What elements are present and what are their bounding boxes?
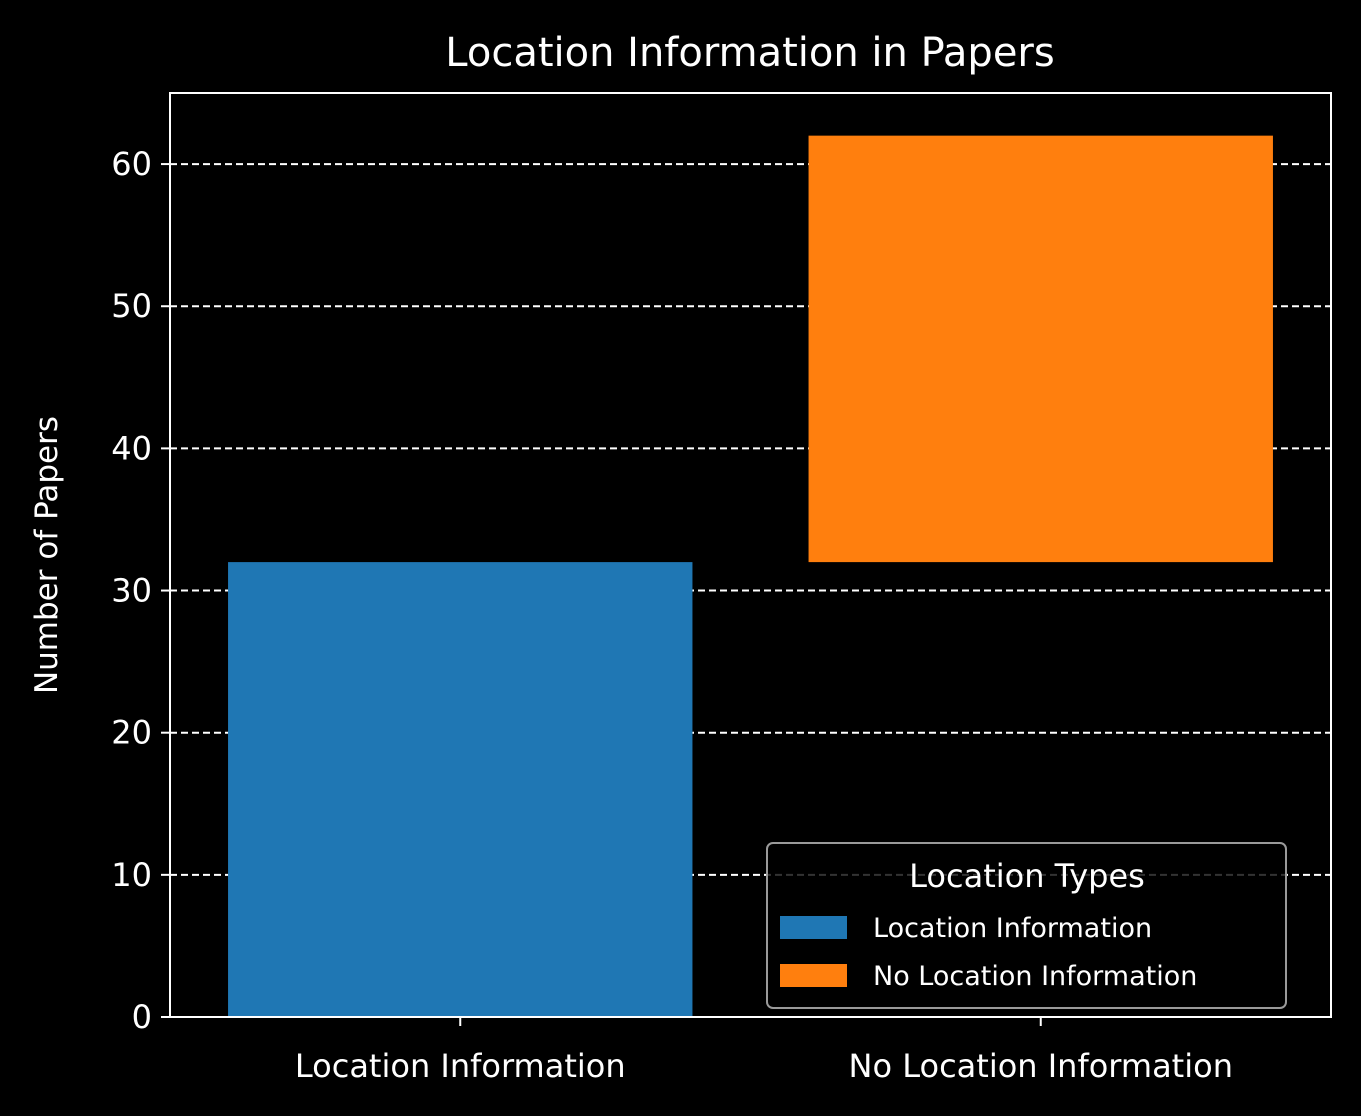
legend-title: Location Types <box>909 857 1145 895</box>
y-tick-label: 50 <box>111 287 152 325</box>
legend-box <box>766 842 1287 1009</box>
y-tick-label: 30 <box>111 572 152 610</box>
legend-swatch <box>780 916 847 939</box>
bar-no-location-information <box>808 135 1273 563</box>
legend-entries: Location Information No Location Informat… <box>780 913 1197 992</box>
legend-swatch <box>780 964 847 987</box>
y-tick-label: 0 <box>132 998 152 1036</box>
legend: Location Types Location Information No Lo… <box>766 842 1287 1009</box>
legend-entry-label: No Location Information <box>873 961 1197 992</box>
y-tick-label: 60 <box>111 145 152 183</box>
plot-frame <box>169 92 1332 1018</box>
x-axis-ticks: Location Information No Location Informat… <box>295 1017 1233 1085</box>
x-tick-label: Location Information <box>295 1047 626 1085</box>
bar-location-information <box>228 562 693 1017</box>
legend-entry-label: Location Information <box>873 913 1152 944</box>
y-axis-label: Number of Papers <box>29 416 65 694</box>
x-tick-label: No Location Information <box>849 1047 1233 1085</box>
bars <box>228 135 1273 1017</box>
y-tick-label: 10 <box>111 856 152 894</box>
y-tick-label: 20 <box>111 714 152 752</box>
chart-title: Location Information in Papers <box>445 30 1054 76</box>
y-tick-label: 40 <box>111 429 152 467</box>
y-axis-ticks: 0 10 20 30 40 50 60 <box>111 145 170 1036</box>
